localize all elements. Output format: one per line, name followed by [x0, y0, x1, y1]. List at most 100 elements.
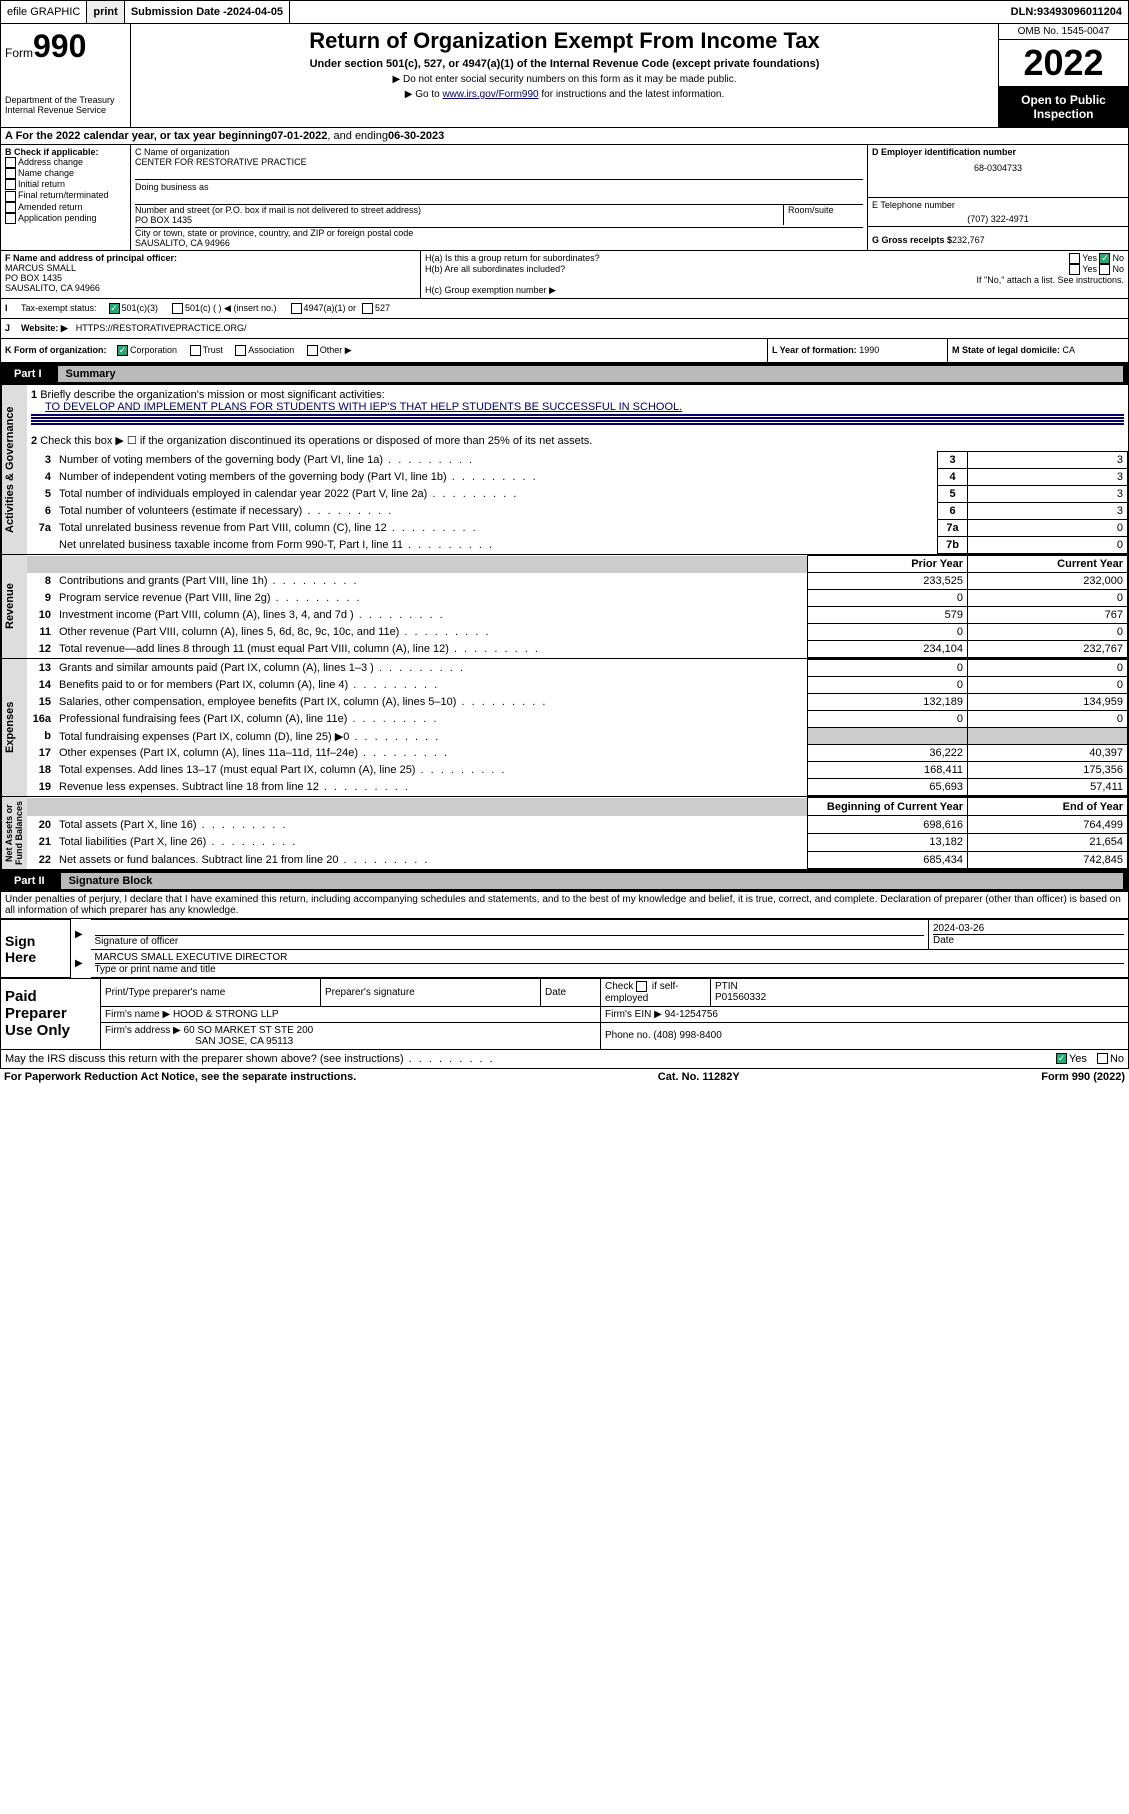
instr-1: ▶ Do not enter social security numbers o…: [135, 74, 994, 85]
b-checkbox[interactable]: [5, 168, 16, 179]
revenue-section: Revenue Prior YearCurrent Year8Contribut…: [0, 555, 1129, 659]
section-klm: K Form of organization: Corporation Trus…: [0, 339, 1129, 363]
officer-addr1: PO BOX 1435: [5, 273, 416, 283]
room-suite: Room/suite: [783, 205, 863, 225]
4947-checkbox[interactable]: [291, 303, 302, 314]
form-ref: Form 990 (2022): [1041, 1071, 1125, 1083]
firm-phone: (408) 998-8400: [653, 1030, 721, 1041]
officer-addr2: SAUSALITO, CA 94966: [5, 283, 416, 293]
section-i: I Tax-exempt status: 501(c)(3) 501(c) ( …: [0, 299, 1129, 319]
527-checkbox[interactable]: [362, 303, 373, 314]
discuss-no-checkbox[interactable]: [1097, 1053, 1108, 1064]
hc-label: H(c) Group exemption number ▶: [425, 285, 1124, 296]
officer-sign-name: MARCUS SMALL EXECUTIVE DIRECTOR: [95, 952, 1125, 964]
activities-governance: Activities & Governance 1 Briefly descri…: [0, 385, 1129, 555]
sig-label: Signature of officer: [95, 936, 925, 947]
gross-receipts: 232,767: [952, 235, 985, 245]
hb-label: H(b) Are all subordinates included?: [425, 264, 565, 275]
form-word: Form: [5, 46, 33, 60]
org-name: CENTER FOR RESTORATIVE PRACTICE: [135, 157, 863, 167]
h-date: Date: [541, 979, 601, 1006]
hb-note: If "No," attach a list. See instructions…: [425, 275, 1124, 285]
city-label: City or town, state or province, country…: [135, 228, 863, 238]
part-i-header: Part ISummary: [0, 363, 1129, 385]
trust-checkbox[interactable]: [190, 345, 201, 356]
ha-yes-checkbox[interactable]: [1069, 253, 1080, 264]
instr-2: ▶ Go to www.irs.gov/Form990 for instruct…: [135, 89, 994, 100]
h-preparer-name: Print/Type preparer's name: [101, 979, 321, 1006]
pra-notice: For Paperwork Reduction Act Notice, see …: [4, 1071, 356, 1083]
tax-year: 2022: [999, 40, 1128, 87]
form-header: Form990 Department of the Treasury Inter…: [0, 24, 1129, 128]
b-checkbox[interactable]: [5, 179, 16, 190]
year-formation: 1990: [859, 345, 879, 355]
tax-period: A For the 2022 calendar year, or tax yea…: [0, 128, 1129, 145]
assoc-checkbox[interactable]: [235, 345, 246, 356]
b-checkbox[interactable]: [5, 202, 16, 213]
irs-link[interactable]: www.irs.gov/Form990: [442, 89, 538, 100]
date-label: Date: [933, 934, 1124, 946]
efile-label: efile GRAPHIC: [1, 1, 87, 23]
q1: Briefly describe the organization's miss…: [40, 389, 384, 401]
other-checkbox[interactable]: [307, 345, 318, 356]
side-netassets: Net Assets or Fund Balances: [1, 797, 27, 869]
sign-here: Sign Here: [1, 920, 71, 978]
section-bcdefgh: B Check if applicable: Address changeNam…: [0, 145, 1129, 251]
form-subtitle: Under section 501(c), 527, or 4947(a)(1)…: [135, 58, 994, 70]
501c-checkbox[interactable]: [172, 303, 183, 314]
hb-yes-checkbox[interactable]: [1069, 264, 1080, 275]
page-footer: For Paperwork Reduction Act Notice, see …: [0, 1069, 1129, 1085]
b-checkbox[interactable]: [5, 191, 16, 202]
ha-no-checkbox[interactable]: [1099, 253, 1110, 264]
org-address: PO BOX 1435: [135, 215, 783, 225]
mission: TO DEVELOP AND IMPLEMENT PLANS FOR STUDE…: [45, 401, 682, 413]
discuss-yes-checkbox[interactable]: [1056, 1053, 1067, 1064]
paid-preparer-block: Paid Preparer Use Only Print/Type prepar…: [0, 978, 1129, 1049]
501c3-checkbox[interactable]: [109, 303, 120, 314]
form-number: 990: [33, 28, 86, 64]
self-employed-checkbox[interactable]: [636, 981, 647, 992]
firm-addr2: SAN JOSE, CA 95113: [195, 1036, 293, 1047]
sign-here-block: Sign Here ▶ Signature of officer 2024-03…: [0, 919, 1129, 978]
ein: 68-0304733: [872, 163, 1124, 173]
open-to-public: Open to Public Inspection: [999, 87, 1128, 127]
firm-addr1: 60 SO MARKET ST STE 200: [184, 1025, 314, 1036]
section-j: J Website: ▶ HTTPS://RESTORATIVEPRACTICE…: [0, 319, 1129, 339]
b-checkbox[interactable]: [5, 157, 16, 168]
telephone: (707) 322-4971: [872, 214, 1124, 224]
sign-date: 2024-03-26: [933, 923, 1124, 934]
cat-no: Cat. No. 11282Y: [658, 1071, 740, 1083]
h-preparer-sig: Preparer's signature: [321, 979, 541, 1006]
omb-number: OMB No. 1545-0047: [999, 24, 1128, 40]
ptin: P01560332: [715, 992, 1124, 1003]
e-label: E Telephone number: [872, 200, 1124, 210]
submission-date: Submission Date - 2024-04-05: [125, 1, 290, 23]
addr-label: Number and street (or P.O. box if mail i…: [135, 205, 783, 215]
dln: DLN: 93493096011204: [1005, 1, 1128, 23]
discuss-row: May the IRS discuss this return with the…: [0, 1050, 1129, 1069]
section-fhi: F Name and address of principal officer:…: [0, 251, 1129, 299]
part-ii-header: Part IISignature Block: [0, 870, 1129, 892]
website-url: HTTPS://RESTORATIVEPRACTICE.ORG/: [76, 323, 247, 334]
q2: Check this box ▶ ☐ if the organization d…: [40, 435, 592, 447]
dept-treasury: Department of the Treasury Internal Reve…: [5, 95, 126, 115]
topbar: efile GRAPHIC print Submission Date - 20…: [0, 0, 1129, 24]
print-button[interactable]: print: [87, 1, 124, 23]
hb-no-checkbox[interactable]: [1099, 264, 1110, 275]
b-checkbox[interactable]: [5, 213, 16, 224]
netassets-section: Net Assets or Fund Balances Beginning of…: [0, 797, 1129, 870]
ha-label: H(a) Is this a group return for subordin…: [425, 253, 600, 264]
side-expenses: Expenses: [1, 659, 27, 796]
corp-checkbox[interactable]: [117, 345, 128, 356]
firm-name: HOOD & STRONG LLP: [173, 1009, 279, 1020]
declaration: Under penalties of perjury, I declare th…: [0, 892, 1129, 919]
org-city: SAUSALITO, CA 94966: [135, 238, 863, 248]
side-revenue: Revenue: [1, 555, 27, 658]
firm-ein: 94-1254756: [665, 1009, 718, 1020]
g-label: G Gross receipts $: [872, 235, 952, 245]
d-label: D Employer identification number: [872, 147, 1124, 157]
side-ag: Activities & Governance: [1, 385, 27, 554]
f-label: F Name and address of principal officer:: [5, 253, 416, 263]
officer-name: MARCUS SMALL: [5, 263, 416, 273]
expenses-section: Expenses 13Grants and similar amounts pa…: [0, 659, 1129, 797]
